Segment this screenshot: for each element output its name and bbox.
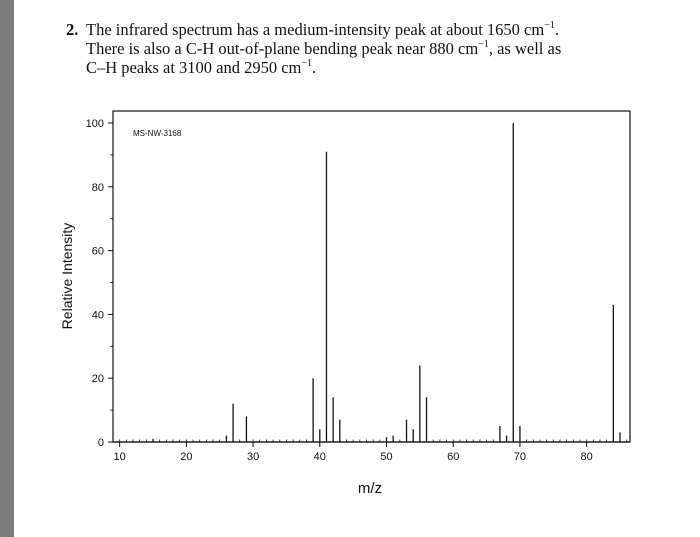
x-minor-ticks <box>119 439 628 442</box>
problem-line-2-tail: , as well as <box>488 39 562 58</box>
y-tick-label: 40 <box>92 309 104 321</box>
y-tick-label: 100 <box>86 118 104 130</box>
peak-series <box>152 123 621 442</box>
y-tick-label: 0 <box>98 437 104 449</box>
problem-line-2: There is also a C-H out-of-plane bending… <box>86 39 561 58</box>
x-axis-title: m/z <box>358 480 382 497</box>
y-axis-ticks: 0 20 40 60 80 100 <box>86 118 113 449</box>
problem-line-3: C–H peaks at 3100 and 2950 cm−1. <box>86 58 316 77</box>
x-tick-label: 80 <box>581 451 593 463</box>
y-tick-label: 80 <box>92 182 104 194</box>
problem-line-2-text: There is also a C-H out-of-plane bending… <box>86 39 479 58</box>
superscript: −1 <box>478 39 489 50</box>
y-tick-label: 60 <box>92 246 104 258</box>
problem-number: 2. <box>66 20 79 39</box>
left-edge-strip <box>0 0 14 537</box>
period: . <box>554 20 559 39</box>
x-tick-label: 20 <box>180 451 192 463</box>
y-tick-label: 20 <box>92 373 104 385</box>
problem-line-1: The infrared spectrum has a medium-inten… <box>86 20 559 39</box>
superscript: −1 <box>301 58 313 69</box>
problem-line-1-text: The infrared spectrum has a medium-inten… <box>86 20 545 39</box>
x-tick-label: 50 <box>380 451 392 463</box>
x-tick-label: 40 <box>314 451 326 463</box>
period: . <box>312 58 317 77</box>
problem-line-3-text: C–H peaks at 3100 and 2950 cm <box>86 58 302 77</box>
x-axis-ticks: 10 20 30 40 50 60 70 80 <box>114 442 593 463</box>
x-tick-label: 10 <box>114 451 126 463</box>
x-tick-label: 60 <box>447 451 459 463</box>
x-tick-label: 70 <box>514 451 526 463</box>
plot-frame <box>112 110 631 443</box>
spectrum-id-label: MS-NW-3168 <box>133 129 182 138</box>
superscript: −1 <box>544 20 555 31</box>
x-tick-label: 30 <box>247 451 259 463</box>
y-axis-title: Relative Intensity <box>59 223 75 330</box>
